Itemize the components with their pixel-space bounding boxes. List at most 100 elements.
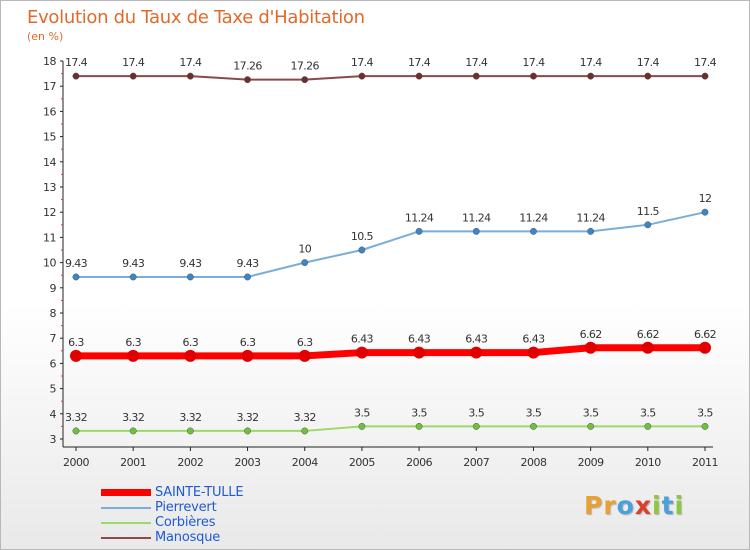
data-point	[587, 422, 595, 430]
legend-label: Pierrevert	[155, 500, 217, 515]
y-tick-label: 13	[43, 181, 56, 194]
data-point	[244, 76, 251, 84]
series-line-pierrevert	[76, 211, 706, 278]
x-tick-label: 2005	[349, 456, 375, 469]
data-point	[72, 273, 80, 281]
data-label: 17.4	[522, 56, 545, 69]
data-point	[415, 227, 423, 235]
data-label: 17.4	[580, 56, 603, 69]
data-point	[644, 72, 652, 80]
data-point	[358, 246, 366, 254]
x-tick-label: 2000	[63, 456, 89, 469]
data-point	[472, 422, 480, 430]
data-label: 11.24	[576, 211, 605, 224]
data-point	[415, 422, 423, 430]
legend-item: Corbières	[101, 515, 301, 530]
x-tick-label: 2007	[463, 456, 489, 469]
data-point	[186, 427, 194, 435]
chart-title: Evolution du Taux de Taxe d'Habitation	[27, 7, 365, 28]
legend-item: Pierrevert	[101, 500, 301, 515]
data-label: 17.4	[122, 56, 145, 69]
data-label: 3.5	[411, 406, 427, 419]
data-label: 11.24	[462, 211, 491, 224]
x-tick-label: 2003	[235, 456, 261, 469]
x-tick-label: 2009	[578, 456, 604, 469]
y-tick-label: 17	[43, 80, 56, 93]
data-point	[358, 422, 366, 430]
data-label: 10.5	[351, 230, 374, 243]
data-label: 17.4	[637, 56, 660, 69]
y-tick-label: 3	[50, 433, 57, 446]
data-point	[301, 76, 309, 84]
data-point	[530, 422, 537, 430]
y-tick-label: 6	[50, 357, 57, 370]
data-point	[530, 72, 537, 80]
x-tick-label: 2004	[292, 456, 318, 469]
legend-item: Manosque	[101, 530, 301, 545]
data-point	[127, 349, 140, 362]
data-label: 3.32	[294, 411, 316, 424]
data-point	[644, 422, 652, 430]
data-point	[644, 221, 652, 229]
data-label: 3.5	[526, 406, 542, 419]
y-tick-label: 9	[50, 282, 57, 295]
data-point	[70, 349, 82, 362]
data-label: 9.43	[122, 257, 145, 270]
data-label: 3.5	[468, 406, 484, 419]
data-label: 9.43	[179, 257, 202, 270]
data-label: 17.4	[694, 56, 717, 69]
chart-subtitle: (en %)	[27, 30, 64, 43]
data-label: 11.5	[637, 205, 660, 218]
legend-label: Corbières	[155, 515, 216, 530]
legend-swatch	[101, 489, 151, 496]
data-label: 6.43	[522, 333, 545, 346]
data-label: 17.4	[179, 56, 202, 69]
data-label: 9.43	[65, 257, 88, 270]
x-tick-label: 2008	[520, 456, 546, 469]
series-line-sainte-tulle	[76, 344, 705, 360]
data-point	[184, 349, 197, 362]
data-label: 6.43	[465, 333, 488, 346]
x-tick-label: 2011	[692, 456, 718, 469]
data-label: 3.5	[354, 406, 370, 419]
y-tick-label: 8	[50, 307, 57, 320]
data-label: 9.43	[236, 257, 259, 270]
legend-label: Manosque	[155, 530, 221, 545]
data-label: 3.32	[179, 411, 201, 424]
legend-swatch	[101, 537, 151, 539]
y-tick-label: 18	[43, 55, 56, 68]
data-point	[298, 349, 311, 362]
legend-label: SAINTE-TULLE	[155, 485, 244, 500]
data-label: 17.26	[290, 60, 319, 73]
data-point	[355, 346, 368, 359]
data-point	[301, 427, 309, 435]
data-point	[701, 208, 709, 216]
data-label: 12	[699, 192, 712, 205]
data-point	[244, 427, 251, 435]
data-label: 3.5	[697, 406, 713, 419]
legend: SAINTE-TULLE Pierrevert Corbières Manosque	[101, 485, 301, 545]
y-tick-label: 12	[43, 206, 56, 219]
data-label: 17.4	[408, 56, 431, 69]
data-label: 6.3	[125, 336, 141, 349]
data-point	[244, 273, 251, 281]
data-label: 6.3	[297, 336, 313, 349]
data-label: 6.43	[408, 333, 431, 346]
x-tick-label: 2010	[635, 456, 661, 469]
data-label: 17.4	[65, 56, 88, 69]
data-point	[129, 72, 137, 80]
y-tick-label: 10	[43, 257, 56, 270]
data-label: 17.4	[465, 56, 488, 69]
data-point	[472, 72, 480, 80]
data-label: 3.5	[583, 406, 599, 419]
y-tick-label: 4	[50, 408, 57, 421]
data-point	[470, 346, 483, 359]
data-point	[413, 346, 426, 359]
data-label: 6.43	[351, 333, 374, 346]
y-tick-label: 11	[43, 231, 56, 244]
data-point	[72, 427, 80, 435]
data-point	[584, 341, 597, 354]
legend-item: SAINTE-TULLE	[101, 485, 301, 500]
data-point	[358, 72, 366, 80]
